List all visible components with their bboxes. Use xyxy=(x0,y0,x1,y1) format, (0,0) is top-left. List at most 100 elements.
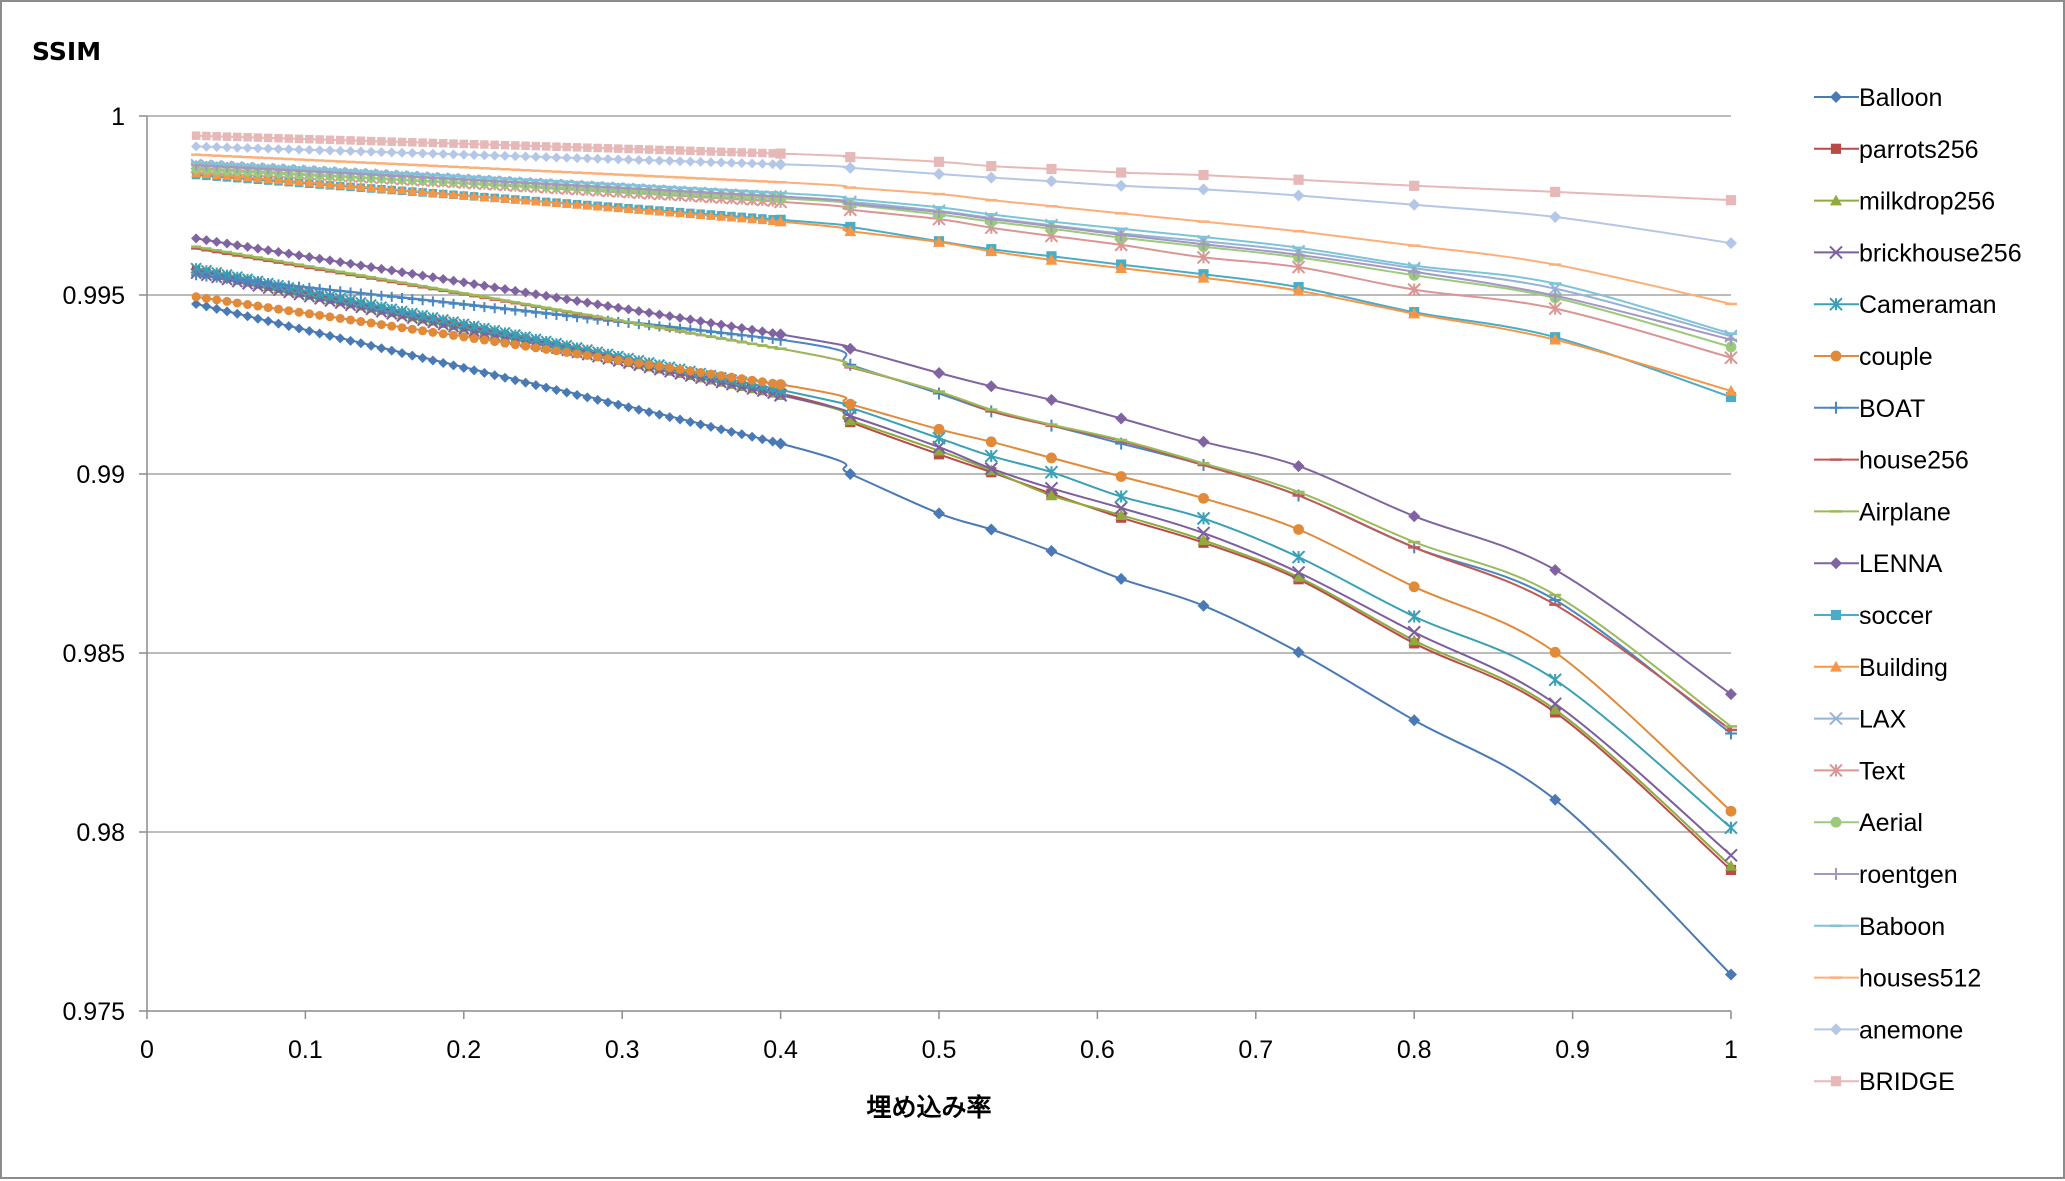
legend-item: Cameraman xyxy=(1814,291,1997,319)
data-point xyxy=(427,311,439,324)
legend-label: Balloon xyxy=(1859,84,1942,112)
data-point xyxy=(345,258,356,269)
data-point xyxy=(592,394,603,405)
data-point xyxy=(418,326,428,336)
data-point xyxy=(510,285,521,296)
data-point xyxy=(1548,673,1562,687)
legend-marker xyxy=(1830,91,1842,103)
data-point xyxy=(592,153,603,164)
data-point xyxy=(984,449,998,463)
data-point xyxy=(355,260,366,271)
data-point xyxy=(407,294,418,305)
data-point xyxy=(1114,501,1128,515)
data-point xyxy=(294,307,304,317)
data-point xyxy=(1407,609,1421,624)
data-point xyxy=(386,291,397,302)
legend-label: anemone xyxy=(1859,1016,1963,1044)
data-point xyxy=(844,342,857,355)
data-point xyxy=(1292,571,1305,582)
data-point xyxy=(397,323,407,333)
data-point xyxy=(345,146,356,157)
data-point xyxy=(531,141,541,151)
data-point xyxy=(211,303,222,314)
series-houses512 xyxy=(191,153,1737,306)
data-point xyxy=(1550,186,1561,197)
data-point xyxy=(521,341,531,351)
data-point xyxy=(530,333,542,345)
data-point xyxy=(191,233,202,244)
data-point xyxy=(499,193,510,203)
data-point xyxy=(685,209,696,219)
data-point xyxy=(366,262,377,273)
legend-item: milkdrop256 xyxy=(1814,188,1995,216)
data-point xyxy=(592,201,603,211)
series-line xyxy=(195,270,1732,867)
data-point xyxy=(1725,805,1737,817)
data-point xyxy=(355,296,367,309)
data-point xyxy=(294,144,305,155)
data-point xyxy=(603,144,613,153)
data-point xyxy=(767,159,778,170)
data-point xyxy=(211,142,222,153)
data-point xyxy=(346,315,356,325)
data-point xyxy=(202,131,211,141)
data-point xyxy=(314,145,325,156)
x-tick-label: 0 xyxy=(140,1036,154,1064)
data-point xyxy=(530,289,541,300)
data-point xyxy=(273,304,283,314)
data-point xyxy=(242,275,253,286)
data-point xyxy=(480,140,489,149)
data-point xyxy=(345,335,356,346)
data-point xyxy=(985,245,998,257)
data-point xyxy=(1725,968,1737,981)
legend-marker xyxy=(1829,297,1843,311)
data-point xyxy=(726,372,736,382)
data-point xyxy=(438,357,449,368)
data-point xyxy=(758,148,767,158)
data-point xyxy=(428,138,438,148)
data-point xyxy=(324,330,335,341)
data-point xyxy=(417,295,428,306)
data-point xyxy=(335,257,346,268)
data-point xyxy=(685,417,696,428)
data-point xyxy=(634,358,644,368)
x-tick-label: 0.7 xyxy=(1238,1036,1273,1064)
data-point xyxy=(551,385,562,396)
data-point xyxy=(664,207,675,217)
data-point xyxy=(675,146,685,155)
legend-item: Building xyxy=(1814,654,1948,682)
data-point xyxy=(1293,524,1304,535)
data-point xyxy=(613,399,624,410)
data-point xyxy=(273,143,284,154)
legend-item: LENNA xyxy=(1814,550,1943,578)
data-point xyxy=(633,404,644,415)
data-point xyxy=(541,382,552,393)
legend: Balloon parrots256 milkdrop256 brickhouse25… xyxy=(1814,84,2022,1096)
data-point xyxy=(458,149,469,160)
data-point xyxy=(283,280,294,291)
series-line xyxy=(195,295,1732,812)
data-point xyxy=(489,282,500,293)
data-point xyxy=(1115,471,1127,482)
data-point xyxy=(552,142,561,151)
data-point xyxy=(305,134,314,144)
data-point xyxy=(417,270,428,281)
data-point xyxy=(232,308,243,319)
data-point xyxy=(397,137,407,147)
legend-marker xyxy=(1830,868,1842,880)
data-point xyxy=(407,350,418,361)
data-point xyxy=(593,143,602,153)
data-point xyxy=(355,146,366,157)
legend-label: couple xyxy=(1859,343,1933,371)
data-point xyxy=(324,179,335,189)
data-point xyxy=(273,246,284,257)
data-point xyxy=(1408,307,1421,319)
data-point xyxy=(201,141,212,152)
data-point xyxy=(324,145,335,156)
data-point xyxy=(716,328,727,339)
data-point xyxy=(592,299,603,310)
data-point xyxy=(221,306,232,317)
data-point xyxy=(572,199,583,209)
data-point xyxy=(356,136,366,145)
data-point xyxy=(736,323,747,334)
